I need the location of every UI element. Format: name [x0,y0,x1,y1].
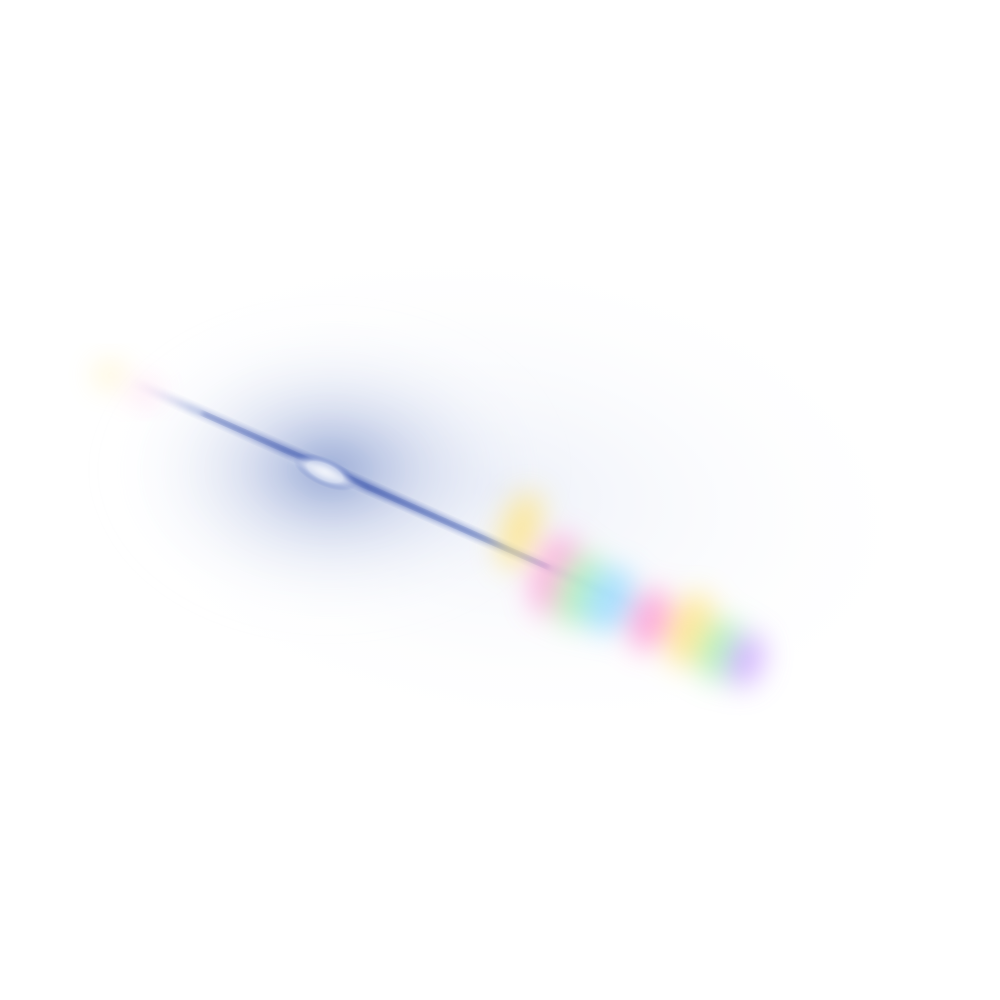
left-fringes [94,363,159,402]
rainbow-fringes [498,491,765,688]
core-spike [285,456,365,490]
